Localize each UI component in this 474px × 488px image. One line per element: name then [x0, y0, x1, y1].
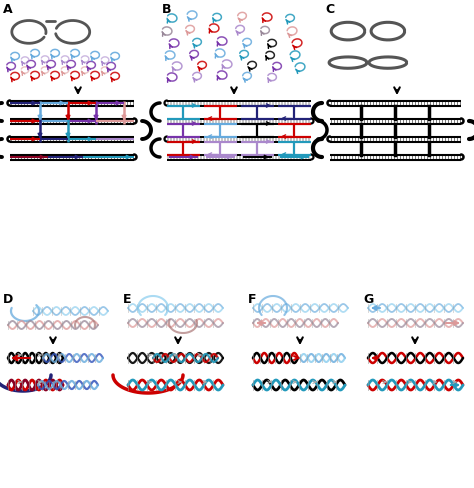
Text: D: D	[3, 293, 13, 306]
Text: A: A	[3, 3, 13, 16]
Text: C: C	[325, 3, 334, 16]
Text: E: E	[123, 293, 131, 306]
Text: F: F	[248, 293, 256, 306]
Text: B: B	[162, 3, 172, 16]
Text: G: G	[363, 293, 373, 306]
